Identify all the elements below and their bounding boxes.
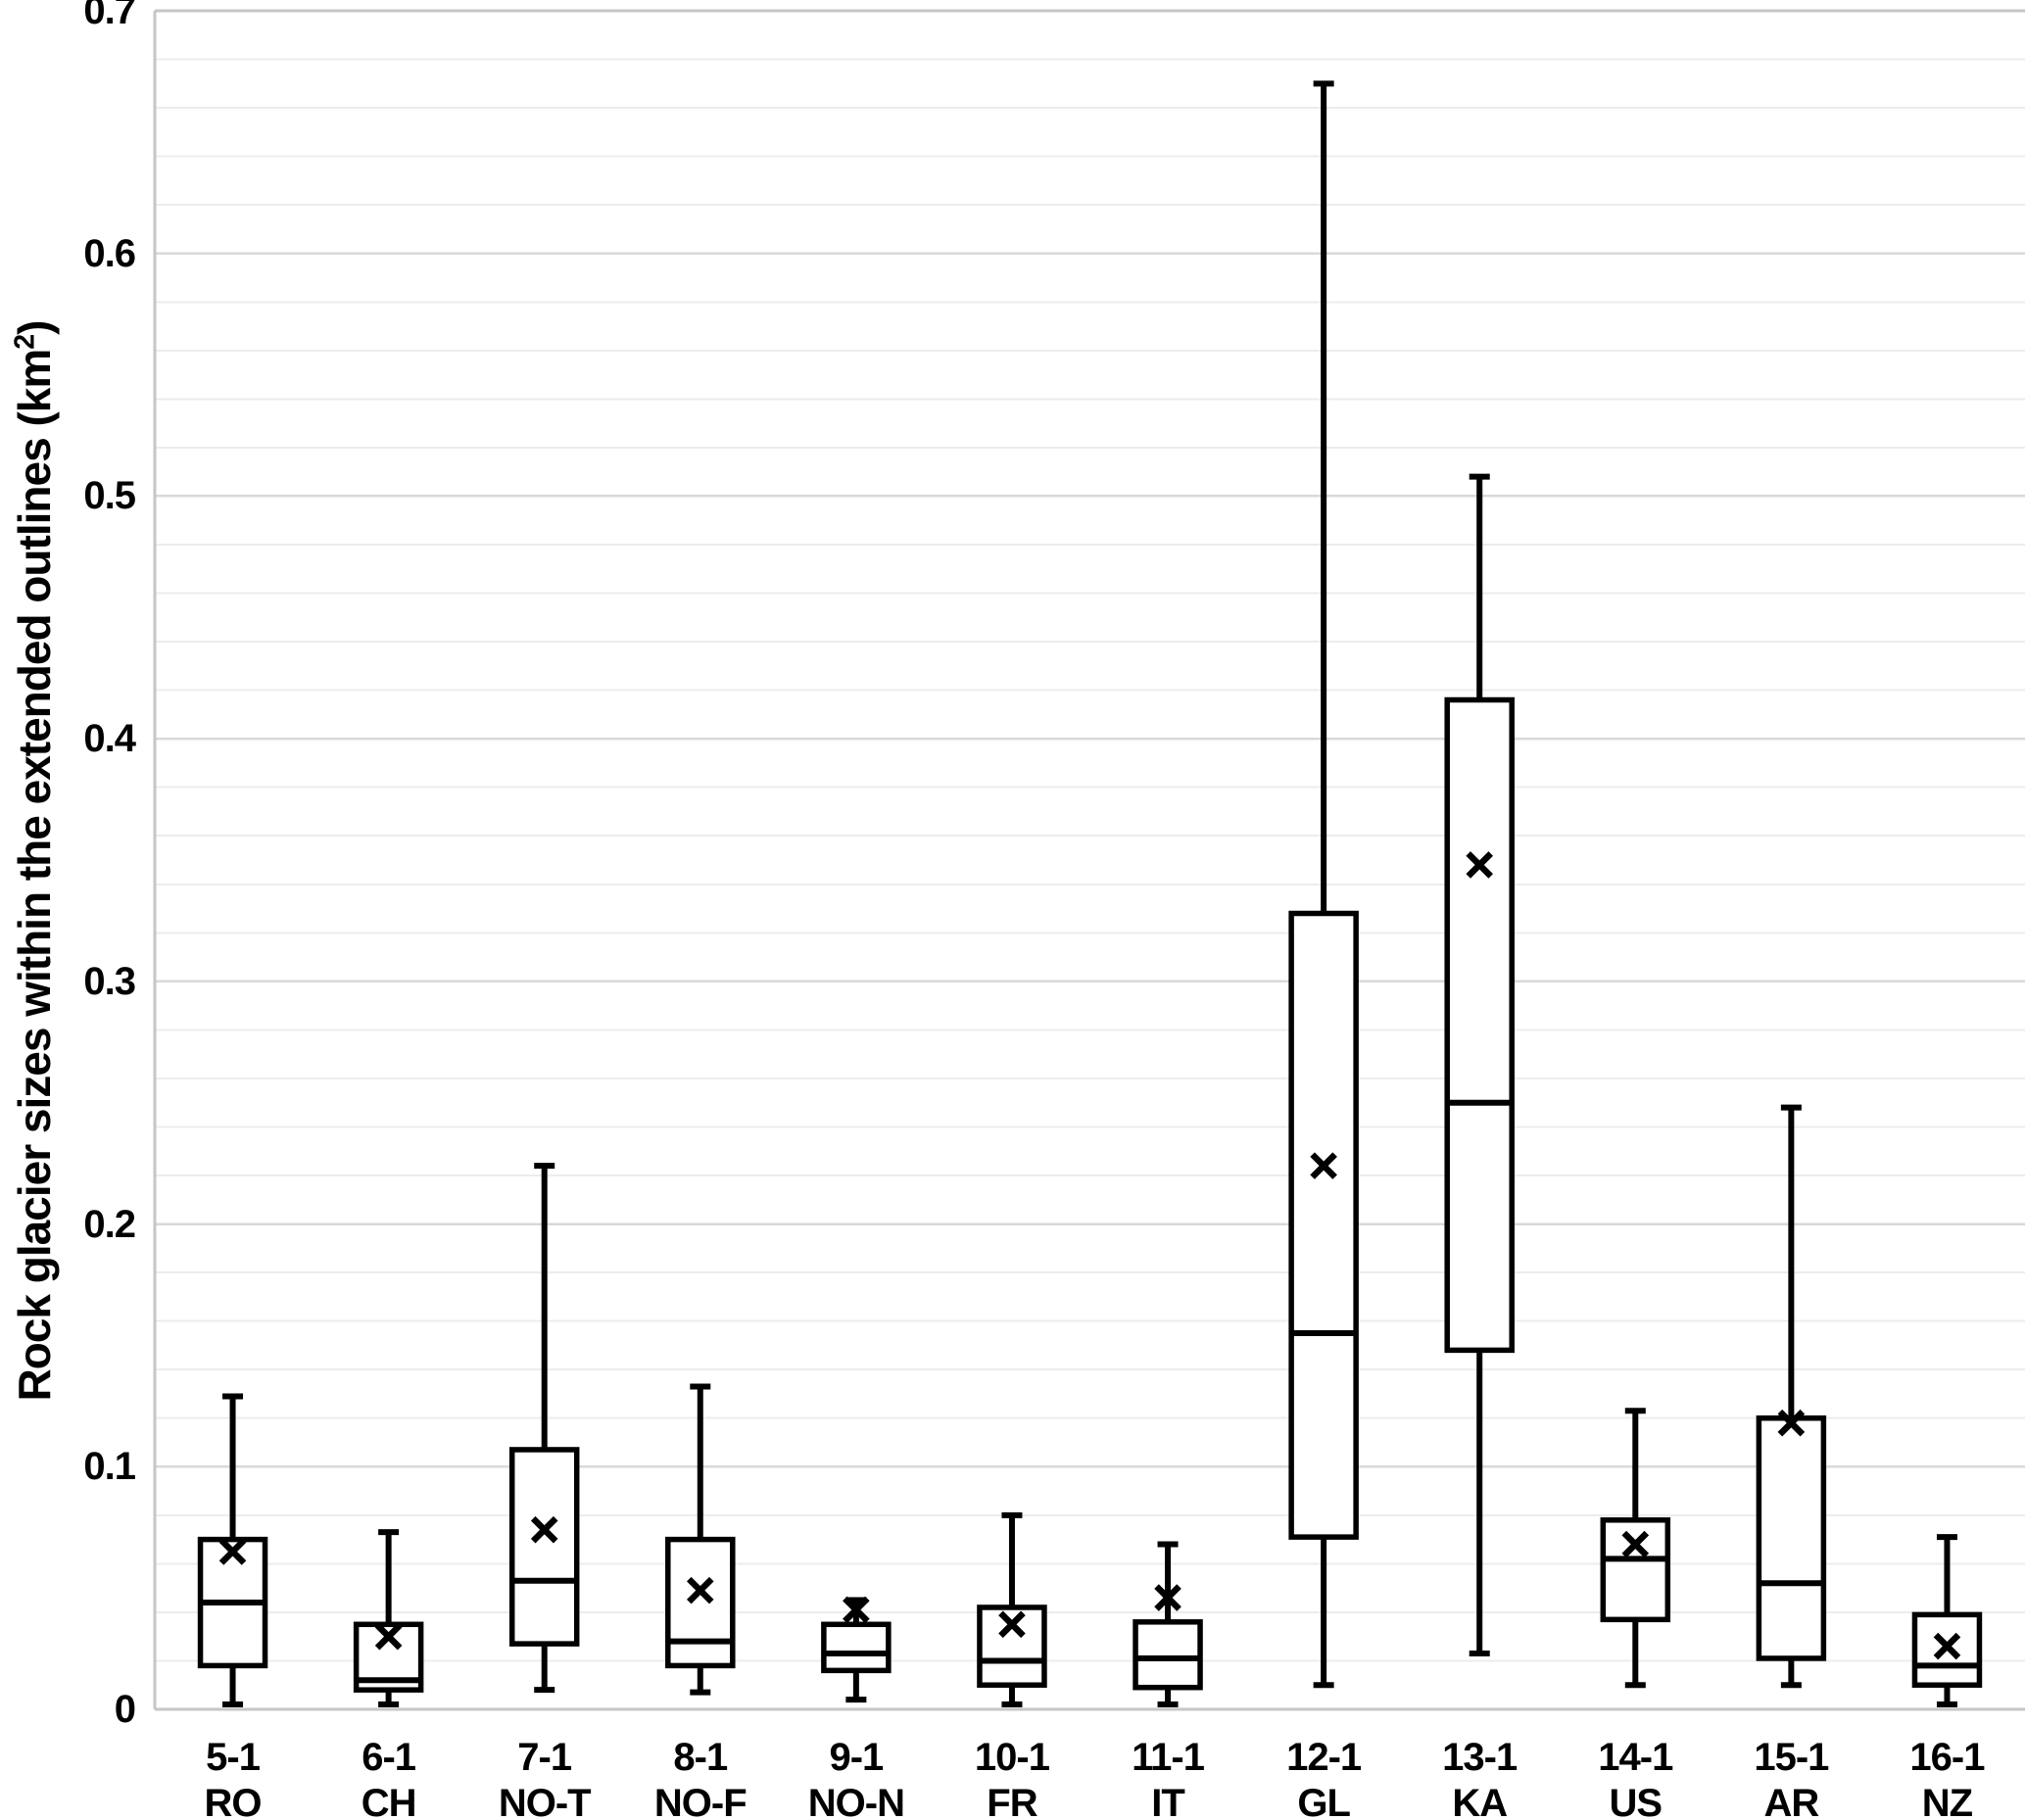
iqr-box (977, 1604, 1047, 1688)
mean-marker (218, 1538, 247, 1565)
x-tick-region-NO-F: NO-F (653, 1782, 747, 1820)
x-tick-region-NO-N: NO-N (807, 1782, 905, 1820)
mean-marker (843, 1596, 870, 1624)
iqr-box (1288, 910, 1359, 1540)
x-tick-code-9-1: 9-1 (829, 1736, 884, 1779)
mean-marker (686, 1576, 714, 1604)
x-tick-region-US: US (1609, 1782, 1663, 1820)
x-tick-code-10-1: 10-1 (974, 1736, 1050, 1779)
iqr-box (508, 1447, 580, 1647)
y-tick-label-0.5: 0.5 (83, 474, 136, 518)
box-group-9-1 (821, 1596, 892, 1703)
x-tick-code-6-1: 6-1 (362, 1736, 416, 1779)
box-group-12-1 (1288, 80, 1359, 1689)
box-group-8-1 (665, 1383, 736, 1696)
mean-marker (1621, 1530, 1650, 1558)
box-group-5-1 (197, 1393, 268, 1708)
x-tick-region-RO: RO (204, 1782, 263, 1820)
x-tick-code-16-1: 16-1 (1909, 1736, 1985, 1779)
mean-marker (1310, 1152, 1337, 1179)
y-axis-title-superscript: 2 (9, 334, 41, 350)
x-tick-region-NZ: NZ (1921, 1782, 1973, 1820)
mean-marker (1154, 1584, 1181, 1611)
x-tick-code-7-1: 7-1 (517, 1736, 572, 1779)
x-tick-region-IT: IT (1151, 1782, 1185, 1820)
box-group-14-1 (1600, 1408, 1671, 1689)
x-tick-code-12-1: 12-1 (1286, 1736, 1362, 1779)
y-tick-label-0.3: 0.3 (83, 959, 136, 1003)
box-group-7-1 (508, 1163, 580, 1694)
y-tick-label-0.6: 0.6 (83, 231, 136, 275)
y-tick-label-0: 0 (114, 1688, 136, 1731)
y-tick-label-0.7: 0.7 (83, 0, 136, 32)
mean-marker (998, 1610, 1026, 1639)
x-tick-code-11-1: 11-1 (1132, 1736, 1205, 1779)
mean-marker (1933, 1632, 1961, 1660)
iqr-box (1133, 1619, 1203, 1691)
x-tick-code-5-1: 5-1 (206, 1736, 261, 1779)
iqr-box (1444, 696, 1515, 1354)
box-group-15-1 (1756, 1104, 1827, 1689)
mean-marker (374, 1622, 403, 1651)
x-tick-code-8-1: 8-1 (673, 1736, 728, 1779)
iqr-box (665, 1536, 736, 1669)
box-group-13-1 (1444, 473, 1515, 1657)
box-group-6-1 (353, 1529, 424, 1708)
iqr-box (1756, 1414, 1827, 1661)
x-tick-region-AR: AR (1763, 1782, 1819, 1820)
y-tick-label-0.4: 0.4 (83, 717, 136, 761)
y-tick-label-0.2: 0.2 (83, 1202, 136, 1246)
iqr-box (821, 1621, 892, 1674)
x-tick-code-13-1: 13-1 (1442, 1736, 1518, 1779)
x-tick-region-GL: GL (1297, 1782, 1351, 1820)
x-tick-region-FR: FR (987, 1782, 1037, 1820)
box-group-11-1 (1133, 1541, 1203, 1708)
y-axis-title-close: ) (9, 320, 60, 335)
x-tick-code-15-1: 15-1 (1754, 1736, 1829, 1779)
x-tick-region-KA: KA (1452, 1782, 1508, 1820)
x-tick-region-NO-T: NO-T (498, 1782, 592, 1820)
box-group-16-1 (1911, 1534, 1983, 1708)
mean-marker (530, 1515, 558, 1544)
box-group-10-1 (977, 1511, 1047, 1708)
x-tick-code-14-1: 14-1 (1598, 1736, 1673, 1779)
x-tick-region-CH: CH (361, 1782, 417, 1820)
mean-marker (1777, 1409, 1806, 1437)
y-tick-label-0.1: 0.1 (83, 1445, 136, 1489)
iqr-box (1600, 1517, 1671, 1623)
mean-marker (1466, 851, 1494, 879)
